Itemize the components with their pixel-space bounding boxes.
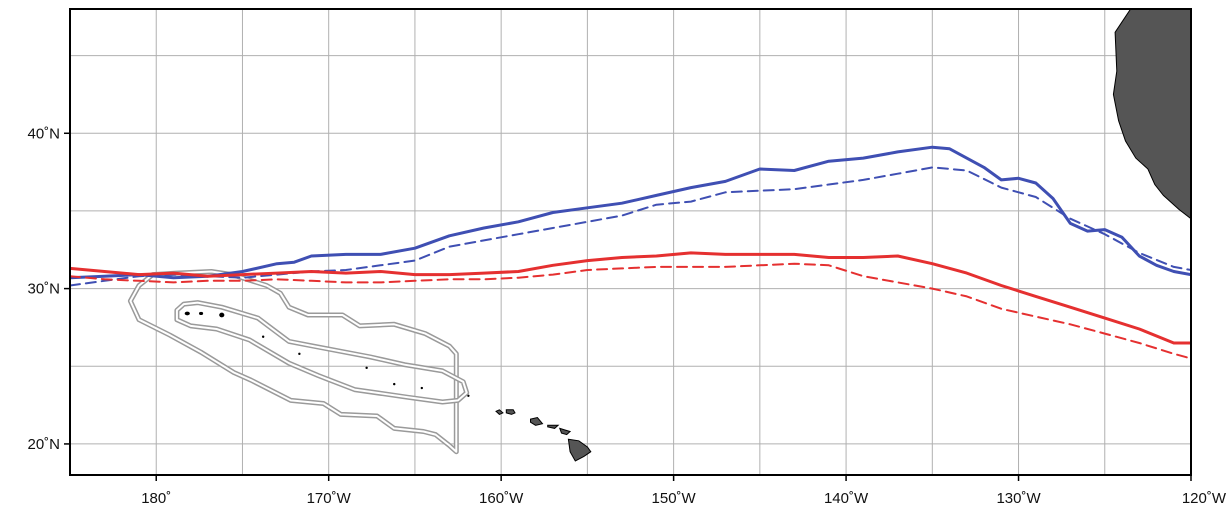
x-tick-label: 180˚	[141, 490, 171, 507]
x-tick-label: 140˚W	[824, 490, 869, 507]
nwhi-island	[199, 311, 204, 316]
axis-ticks: 180˚ 170˚W 160˚W 150˚W 140˚W 130˚W 120˚W 40˚N 30…	[27, 125, 1226, 507]
x-tick-label: 120˚W	[1182, 490, 1227, 507]
nwhi-island	[365, 366, 368, 370]
graticule	[70, 9, 1191, 475]
hawaii-island	[567, 438, 592, 462]
hawaii-island	[530, 416, 544, 426]
x-tick-label: 130˚W	[996, 490, 1041, 507]
hawaii-island	[558, 427, 572, 436]
hawaii-island	[495, 409, 504, 415]
nwhi-island	[467, 394, 470, 397]
blue-dashed-line	[70, 166, 1191, 287]
nwhi-island	[261, 335, 265, 338]
boundary-outer-line	[129, 270, 458, 453]
x-tick-label: 170˚W	[307, 490, 352, 507]
y-tick-label: 20˚N	[27, 436, 60, 453]
y-tick-label: 30˚N	[27, 281, 60, 298]
hawaii-island	[505, 409, 516, 415]
nwhi-island	[184, 311, 190, 316]
nwhi-island	[219, 312, 225, 318]
north-america-landmass	[1112, 9, 1191, 220]
red-dashed-line	[70, 262, 1191, 360]
nwhi-island	[393, 382, 396, 386]
blue-solid-line	[70, 145, 1191, 280]
x-tick-label: 150˚W	[652, 490, 697, 507]
boundary-inner-line	[175, 301, 468, 403]
boundary-layer	[127, 269, 470, 455]
map-frame	[69, 8, 1192, 476]
red-solid-line	[70, 251, 1191, 345]
nwhi-island	[298, 352, 301, 356]
lines-layer	[70, 145, 1191, 360]
x-tick-label: 160˚W	[479, 490, 524, 507]
hawaii-island	[547, 424, 560, 429]
map-background	[70, 9, 1191, 475]
y-tick-label: 40˚N	[27, 125, 60, 142]
land-layer	[184, 9, 1191, 462]
nwhi-island	[420, 386, 424, 390]
